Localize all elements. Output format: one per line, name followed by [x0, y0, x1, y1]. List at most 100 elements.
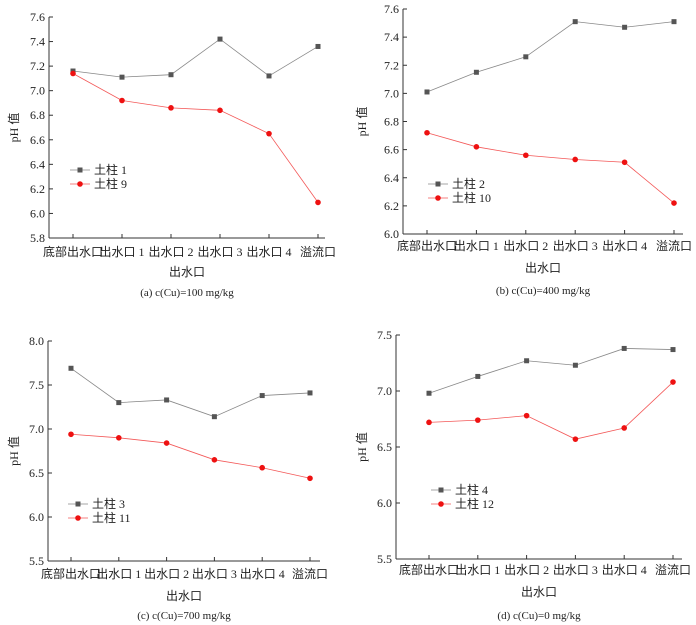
data-point	[523, 412, 530, 419]
data-point	[622, 24, 628, 30]
data-point	[164, 397, 170, 403]
data-point	[621, 159, 628, 166]
data-point	[259, 393, 265, 399]
x-tick-label: 出水口 4	[240, 567, 285, 581]
data-point	[671, 19, 677, 25]
data-point	[307, 475, 313, 482]
y-tick-label: 7.4	[30, 35, 45, 49]
y-axis-label: pH 值	[6, 113, 21, 143]
y-tick-label: 7.5	[29, 378, 44, 392]
data-point	[670, 347, 676, 353]
data-point	[523, 54, 529, 60]
x-tick-label: 出水口 2	[144, 567, 189, 581]
data-point	[572, 19, 578, 25]
y-tick-label: 7.0	[30, 84, 45, 98]
y-tick-label: 5.5	[29, 554, 44, 568]
data-point	[475, 417, 481, 423]
legend-label: 土柱 1	[94, 162, 127, 177]
data-point	[424, 129, 430, 136]
y-tick-label: 6.5	[377, 440, 392, 454]
x-axis-label: 出水口	[166, 589, 202, 603]
data-point	[119, 97, 125, 104]
data-point	[266, 73, 272, 79]
data-point	[211, 414, 217, 420]
data-point	[621, 345, 627, 351]
legend-marker	[438, 487, 444, 493]
legend-marker	[77, 181, 83, 187]
y-tick-label: 7.4	[384, 30, 399, 44]
series-line	[426, 132, 675, 204]
y-tick-label: 7.2	[384, 58, 399, 72]
data-point	[475, 373, 481, 379]
x-tick-label: 出水口 3	[553, 563, 598, 577]
x-tick-label: 出水口 1	[454, 239, 499, 253]
series-line	[72, 38, 319, 78]
x-tick-label: 溢流口	[656, 239, 692, 253]
data-point	[671, 200, 677, 206]
y-tick-label: 5.8	[30, 231, 45, 245]
x-axis-label: 出水口	[521, 585, 557, 599]
y-tick-label: 6.0	[377, 496, 392, 510]
legend-marker	[435, 181, 441, 187]
y-tick-label: 6.8	[384, 115, 399, 129]
y-tick-label: 6.0	[30, 206, 45, 220]
x-tick-label: 出水口 4	[602, 563, 647, 577]
data-point	[572, 436, 579, 442]
x-tick-label: 出水口 1	[455, 563, 500, 577]
data-point	[473, 144, 480, 150]
legend-marker	[438, 501, 444, 507]
y-tick-label: 6.8	[30, 108, 45, 122]
x-tick-label: 出水口 2	[148, 245, 193, 259]
x-tick-label: 出水口 1	[96, 567, 141, 581]
data-point	[670, 379, 676, 385]
legend-label: 土柱 9	[94, 176, 127, 191]
legend-marker	[75, 501, 81, 507]
data-point	[426, 419, 432, 426]
y-tick-label: 7.5	[377, 328, 392, 342]
y-tick-label: 7.6	[30, 10, 45, 24]
data-point	[168, 72, 174, 78]
x-tick-label: 底部出水口	[399, 562, 459, 577]
y-tick-label: 7.6	[384, 2, 399, 16]
data-point	[523, 152, 529, 159]
data-point	[259, 464, 266, 471]
legend-marker	[75, 515, 81, 521]
data-point	[217, 107, 223, 114]
panel-caption: (b) c(Cu)=400 mg/kg	[496, 285, 591, 297]
y-axis-label: pH 值	[6, 436, 21, 466]
y-tick-label: 6.6	[384, 143, 399, 157]
data-point	[217, 36, 223, 42]
x-tick-label: 溢流口	[292, 567, 328, 581]
legend-label: 土柱 4	[455, 482, 488, 497]
data-point	[473, 69, 479, 75]
x-tick-label: 出水口 2	[504, 563, 549, 577]
data-point	[68, 365, 74, 371]
data-point	[424, 89, 430, 95]
data-point	[116, 435, 122, 441]
y-tick-label: 7.0	[29, 422, 44, 436]
y-axis-label: pH 值	[354, 432, 369, 462]
y-tick-label: 6.5	[29, 466, 44, 480]
y-tick-label: 6.0	[29, 510, 44, 524]
x-tick-label: 出水口 3	[192, 567, 237, 581]
x-tick-label: 出水口 1	[99, 245, 144, 259]
y-axis-label: pH 值	[354, 107, 369, 137]
legend-marker	[435, 195, 441, 201]
series-line	[428, 381, 674, 440]
data-point	[426, 390, 432, 396]
data-point	[70, 70, 76, 77]
x-tick-label: 出水口 4	[602, 239, 647, 253]
y-tick-label: 6.4	[30, 157, 45, 171]
data-point	[315, 43, 321, 49]
legend-label: 土柱 2	[452, 176, 485, 191]
series-line	[72, 73, 319, 203]
data-point	[211, 457, 218, 463]
data-point	[68, 431, 74, 438]
series-line	[70, 433, 311, 479]
data-point	[307, 390, 313, 396]
y-tick-label: 6.2	[384, 199, 399, 213]
